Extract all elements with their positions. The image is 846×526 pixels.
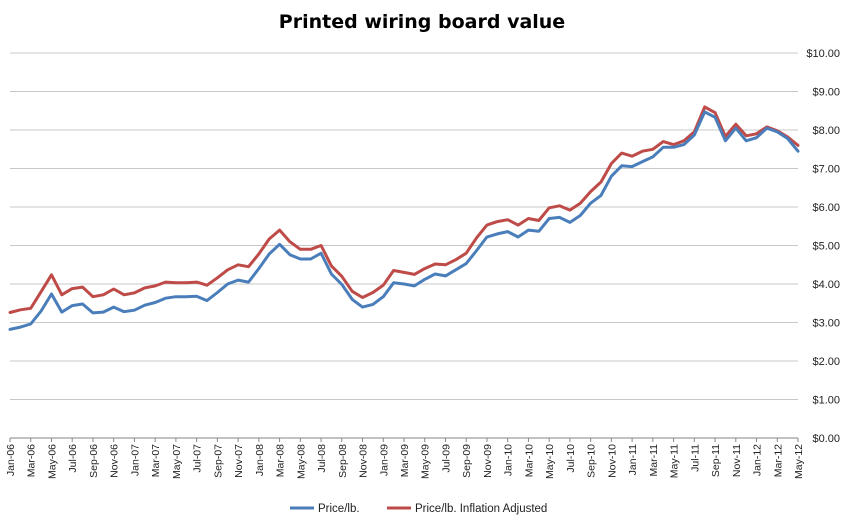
x-tick-label: Jan-08 <box>254 444 266 476</box>
x-tick-label: Jan-07 <box>129 444 141 476</box>
y-tick-label: $5.00 <box>812 241 840 253</box>
x-tick-label: May-11 <box>669 444 681 478</box>
series-line-price <box>8 110 800 331</box>
y-tick-label: $1.00 <box>812 395 840 407</box>
x-tick-label: May-06 <box>46 444 58 479</box>
y-tick-label: $9.00 <box>812 87 840 99</box>
y-tick-label: $0.00 <box>812 433 840 445</box>
grid-lines <box>10 52 798 400</box>
x-tick-label: Jan-12 <box>752 444 764 476</box>
x-tick-label: Jan-06 <box>5 444 17 476</box>
x-tick-label: May-12 <box>793 444 805 479</box>
y-tick-label: $6.00 <box>812 202 840 214</box>
x-tick-label: Sep-10 <box>586 444 598 478</box>
x-tick-label: Sep-09 <box>461 444 473 478</box>
x-tick-label: Mar-12 <box>772 444 784 477</box>
y-tick-label: $2.00 <box>812 356 840 368</box>
x-tick-label: Mar-10 <box>523 444 535 477</box>
x-tick-label: May-09 <box>420 444 432 479</box>
x-tick-label: Jan-10 <box>503 444 515 476</box>
y-tick-label: $3.00 <box>812 318 840 330</box>
legend-label-inflation-adjusted: Price/lb. Inflation Adjusted <box>415 503 547 515</box>
x-tick-label: Nov-09 <box>482 444 494 478</box>
y-tick-label: $7.00 <box>812 164 840 176</box>
x-tick-label: Sep-11 <box>710 444 722 477</box>
x-tick-label: Nov-10 <box>606 444 618 478</box>
x-tick-label: Mar-09 <box>399 444 411 477</box>
x-tick-label: Jul-09 <box>440 444 452 473</box>
legend: Price/lb. Price/lb. Inflation Adjusted <box>290 503 547 515</box>
y-axis-ticks: $0.00 $1.00 $2.00 $3.00 $4.00 $5.00 $6.00 $7.00… <box>806 48 840 445</box>
chart-title: Printed wiring board value <box>279 11 565 33</box>
x-tick-label: May-07 <box>171 444 183 479</box>
x-tick-label: Jul-08 <box>316 444 328 473</box>
x-tick-label: Jul-11 <box>689 444 701 472</box>
x-tick-label: Jul-07 <box>192 444 204 473</box>
x-tick-label: Jul-06 <box>67 444 79 473</box>
x-tick-label: Nov-08 <box>358 444 370 478</box>
x-tick-label: Mar-08 <box>275 444 287 477</box>
x-tick-label: May-10 <box>544 444 556 479</box>
x-tick-label: Jan-09 <box>378 444 390 476</box>
x-tick-label: Nov-07 <box>233 444 245 478</box>
y-tick-label: $10.00 <box>806 48 840 60</box>
x-tick-label: May-08 <box>295 444 307 479</box>
y-tick-label: $4.00 <box>812 279 840 291</box>
x-tick-label: Mar-06 <box>26 444 38 477</box>
x-tick-label: Nov-06 <box>109 444 121 478</box>
legend-label-price: Price/lb. <box>318 503 360 515</box>
series-lines <box>8 105 800 331</box>
x-tick-label: Sep-08 <box>337 444 349 478</box>
x-tick-label: Jul-10 <box>565 444 577 473</box>
x-tick-label: Mar-11 <box>648 444 660 477</box>
x-tick-label: Jan-11 <box>627 444 639 475</box>
x-tick-label: Nov-11 <box>731 444 743 477</box>
x-tick-label: Mar-07 <box>150 444 162 477</box>
y-tick-label: $8.00 <box>812 125 840 137</box>
x-tick-label: Sep-06 <box>88 444 100 478</box>
series-line-inflation-adjusted <box>8 105 800 314</box>
x-tick-label: Sep-07 <box>212 444 224 478</box>
x-axis-ticks: Jan-06 Mar-06 May-06 Jul-06 Sep-06 Nov-06 Jan-… <box>5 438 805 479</box>
